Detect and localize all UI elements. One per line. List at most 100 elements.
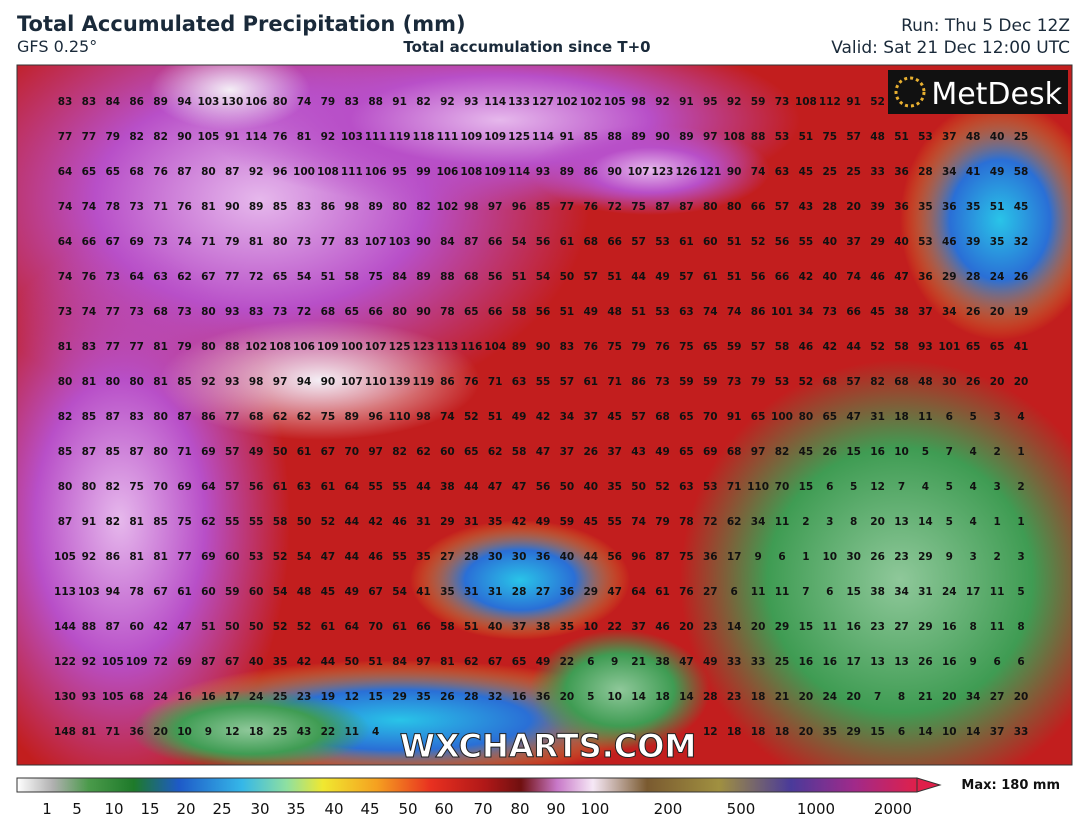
- grid-value: 24: [822, 691, 837, 703]
- grid-value: 65: [273, 271, 288, 283]
- colorbar-label: 40: [324, 800, 343, 818]
- grid-value: 6: [1017, 656, 1024, 668]
- grid-value: 81: [297, 131, 312, 143]
- grid-value: 79: [655, 516, 670, 528]
- grid-value: 35: [918, 201, 933, 213]
- grid-value: 38: [440, 481, 455, 493]
- grid-value: 82: [870, 376, 885, 388]
- grid-value: 62: [488, 446, 503, 458]
- grid-value: 41: [966, 166, 981, 178]
- grid-value: 73: [129, 306, 144, 318]
- grid-value: 92: [249, 166, 264, 178]
- grid-value: 59: [560, 516, 575, 528]
- grid-value: 52: [655, 481, 670, 493]
- grid-value: 82: [105, 481, 120, 493]
- grid-value: 88: [368, 96, 383, 108]
- grid-value: 99: [416, 166, 431, 178]
- grid-value: 103: [78, 586, 100, 598]
- grid-value: 89: [631, 131, 646, 143]
- grid-value: 105: [54, 551, 76, 563]
- grid-value: 59: [225, 586, 240, 598]
- grid-value: 82: [105, 516, 120, 528]
- grid-value: 28: [822, 201, 837, 213]
- grid-value: 24: [942, 586, 957, 598]
- grid-value: 26: [1014, 271, 1029, 283]
- grid-value: 86: [631, 376, 646, 388]
- grid-value: 10: [942, 726, 957, 738]
- grid-value: 50: [273, 446, 288, 458]
- grid-value: 73: [297, 236, 312, 248]
- colorbar-label: 50: [398, 800, 417, 818]
- grid-value: 57: [225, 446, 240, 458]
- grid-value: 10: [583, 621, 598, 633]
- grid-value: 6: [946, 411, 953, 423]
- grid-value: 91: [82, 516, 97, 528]
- grid-value: 71: [177, 446, 192, 458]
- grid-value: 59: [751, 96, 766, 108]
- grid-value: 106: [365, 166, 387, 178]
- grid-value: 83: [129, 411, 144, 423]
- grid-value: 65: [679, 446, 694, 458]
- grid-value: 50: [344, 656, 359, 668]
- grid-value: 20: [153, 726, 168, 738]
- grid-value: 44: [321, 656, 336, 668]
- grid-value: 97: [488, 201, 503, 213]
- grid-value: 78: [129, 586, 144, 598]
- grid-value: 8: [850, 516, 857, 528]
- grid-value: 109: [484, 166, 506, 178]
- colorbar-label: 70: [473, 800, 492, 818]
- grid-value: 88: [440, 271, 455, 283]
- grid-value: 44: [846, 341, 861, 353]
- grid-value: 52: [799, 376, 814, 388]
- grid-value: 61: [177, 586, 192, 598]
- grid-value: 5: [970, 411, 977, 423]
- grid-value: 38: [536, 621, 551, 633]
- grid-value: 64: [344, 481, 359, 493]
- grid-value: 32: [1014, 236, 1029, 248]
- grid-value: 68: [583, 236, 598, 248]
- grid-value: 50: [297, 516, 312, 528]
- grid-value: 80: [129, 376, 144, 388]
- grid-value: 59: [679, 376, 694, 388]
- grid-value: 56: [607, 551, 622, 563]
- grid-value: 105: [102, 656, 124, 668]
- grid-value: 74: [297, 96, 312, 108]
- grid-value: 60: [249, 586, 264, 598]
- grid-value: 53: [775, 376, 790, 388]
- grid-value: 130: [54, 691, 76, 703]
- grid-value: 97: [416, 656, 431, 668]
- grid-value: 108: [269, 341, 291, 353]
- grid-value: 77: [177, 551, 192, 563]
- grid-value: 29: [918, 621, 933, 633]
- grid-value: 87: [129, 446, 144, 458]
- grid-value: 58: [512, 306, 527, 318]
- grid-value: 42: [153, 621, 168, 633]
- grid-value: 89: [368, 201, 383, 213]
- grid-value: 55: [536, 376, 551, 388]
- logo-icon: [894, 76, 926, 108]
- grid-value: 79: [631, 341, 646, 353]
- grid-value: 34: [799, 306, 814, 318]
- grid-value: 75: [129, 481, 144, 493]
- grid-value: 67: [488, 656, 503, 668]
- grid-value: 34: [751, 516, 766, 528]
- grid-value: 67: [153, 586, 168, 598]
- watermark: WXCHARTS.COM: [400, 727, 697, 765]
- grid-value: 80: [273, 236, 288, 248]
- grid-value: 60: [225, 551, 240, 563]
- grid-value: 106: [293, 341, 315, 353]
- colorbar-label: 1000: [797, 800, 835, 818]
- colorbar-arrow: [916, 777, 942, 793]
- grid-value: 81: [153, 551, 168, 563]
- grid-value: 37: [990, 726, 1005, 738]
- grid-value: 27: [703, 586, 718, 598]
- grid-value: 35: [440, 586, 455, 598]
- grid-value: 108: [723, 131, 745, 143]
- grid-value: 34: [894, 586, 909, 598]
- grid-value: 40: [560, 551, 575, 563]
- grid-value: 63: [679, 306, 694, 318]
- grid-value: 74: [58, 201, 73, 213]
- grid-value: 51: [488, 411, 503, 423]
- grid-value: 37: [512, 621, 527, 633]
